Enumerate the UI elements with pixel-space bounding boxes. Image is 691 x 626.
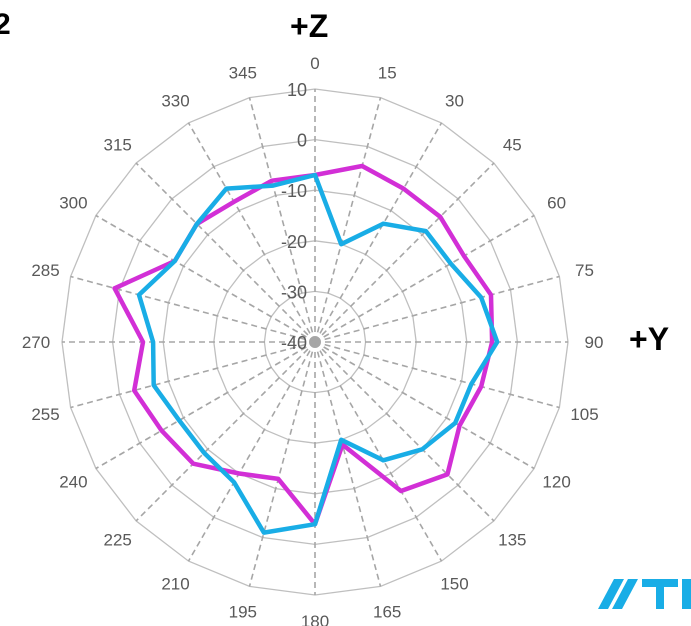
grid-spoke xyxy=(70,341,316,409)
grid-spoke xyxy=(314,341,443,562)
grid-spoke xyxy=(187,122,316,343)
angle-tick-label: 180 xyxy=(301,612,329,626)
grid-spoke xyxy=(314,275,560,343)
brand-logo xyxy=(598,575,691,615)
radial-tick-label: 10 xyxy=(287,80,307,100)
radar-grid xyxy=(61,88,569,596)
angle-tick-label: 255 xyxy=(31,405,59,424)
angle-tick-label: 210 xyxy=(161,575,189,594)
radial-tick-label: -20 xyxy=(281,232,307,252)
grid-spoke xyxy=(314,341,495,522)
grid-spoke xyxy=(314,162,495,343)
grid-spoke xyxy=(70,275,316,343)
angle-tick-label: 270 xyxy=(22,333,50,352)
grid-spoke xyxy=(314,214,535,343)
grid-spoke xyxy=(95,341,316,470)
grid-spoke xyxy=(248,97,316,343)
angle-tick-label: 150 xyxy=(440,575,468,594)
logo-stripe xyxy=(612,579,638,609)
angle-tick-label: 90 xyxy=(585,333,604,352)
angle-tick-label: 315 xyxy=(104,136,132,155)
grid-spoke xyxy=(187,341,316,562)
angle-tick-label: 75 xyxy=(575,261,594,280)
corner-number: 2 xyxy=(0,8,11,41)
angle-tick-label: 105 xyxy=(570,405,598,424)
radial-tick-label: -40 xyxy=(281,333,307,353)
grid-spoke xyxy=(135,162,316,343)
logo-stripe xyxy=(598,579,624,609)
radial-tick-label: -30 xyxy=(281,282,307,302)
radar-series xyxy=(112,163,500,535)
angle-tick-label: 285 xyxy=(31,261,59,280)
angle-tick-label: 345 xyxy=(229,64,257,83)
angle-tick-label: 225 xyxy=(104,530,132,549)
grid-spoke xyxy=(314,341,382,587)
angle-tick-label: 135 xyxy=(498,530,526,549)
axis-label-y: +Y xyxy=(629,321,670,357)
grid-spoke xyxy=(314,97,382,343)
angle-tick-label: 300 xyxy=(59,194,87,213)
angle-tick-label: 195 xyxy=(229,603,257,622)
radar-labels: 0 15 30 45 60 75 90 105 120 135 150 165 180 195 210 225… xyxy=(22,54,604,626)
angle-tick-label: 120 xyxy=(542,473,570,492)
logo-stripe xyxy=(682,579,691,609)
grid-spoke xyxy=(135,341,316,522)
grid-spoke xyxy=(248,341,316,587)
angle-tick-label: 60 xyxy=(547,194,566,213)
axis-label-z: +Z xyxy=(290,8,329,44)
series-line xyxy=(136,172,500,535)
angle-tick-label: 330 xyxy=(161,91,189,110)
angle-tick-label: 165 xyxy=(373,603,401,622)
grid-spoke xyxy=(95,214,316,343)
grid-spoke xyxy=(314,341,535,470)
grid-spoke xyxy=(314,122,443,343)
radial-tick-label: -10 xyxy=(281,181,307,201)
logo-stripe xyxy=(642,579,678,609)
angle-tick-label: 45 xyxy=(503,136,522,155)
angle-tick-label: 240 xyxy=(59,473,87,492)
angle-tick-label: 15 xyxy=(378,64,397,83)
angle-tick-label: 30 xyxy=(445,91,464,110)
angle-tick-label: 0 xyxy=(310,54,319,73)
radial-tick-label: 0 xyxy=(297,131,307,151)
grid-spoke xyxy=(314,341,560,409)
